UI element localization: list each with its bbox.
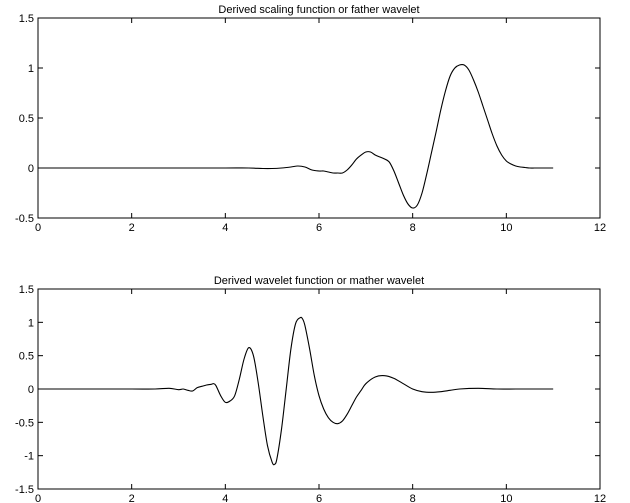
x-tick-label: 10 (500, 493, 512, 503)
y-tick-label: 0 (28, 163, 34, 175)
y-tick-label: -0.5 (15, 213, 34, 225)
y-tick-label: -0.5 (15, 417, 34, 429)
plot-title: Derived wavelet function or mather wavel… (214, 275, 424, 287)
x-tick-label: 2 (129, 493, 135, 503)
x-tick-label: 12 (594, 222, 606, 234)
series-line-1 (38, 63, 554, 209)
x-tick-label: 8 (410, 222, 416, 234)
x-tick-label: 4 (222, 222, 228, 234)
y-tick-label: 0.5 (19, 351, 34, 363)
y-tick-label: 1.5 (19, 284, 34, 296)
plot-panel-2: Derived wavelet function or mather wavel… (15, 275, 606, 503)
plot-panel-1: Derived scaling function or father wavel… (15, 4, 606, 234)
x-tick-label: 0 (35, 222, 41, 234)
x-tick-label: 6 (316, 222, 322, 234)
x-tick-label: 2 (129, 222, 135, 234)
y-tick-label: 0 (28, 384, 34, 396)
x-tick-label: 6 (316, 493, 322, 503)
x-tick-label: 12 (594, 493, 606, 503)
x-tick-label: 0 (35, 493, 41, 503)
x-tick-label: 4 (222, 493, 228, 503)
axes-frame (37, 17, 601, 219)
plot-title: Derived scaling function or father wavel… (218, 4, 419, 16)
x-tick-label: 8 (410, 493, 416, 503)
series-line-1 (38, 316, 554, 466)
y-tick-label: 1.5 (19, 13, 34, 25)
x-tick-label: 10 (500, 222, 512, 234)
y-tick-label: 1 (28, 63, 34, 75)
y-tick-label: 1 (28, 317, 34, 329)
y-tick-label: -1.5 (15, 484, 34, 496)
y-tick-label: 0.5 (19, 113, 34, 125)
y-tick-label: -1 (24, 451, 34, 463)
